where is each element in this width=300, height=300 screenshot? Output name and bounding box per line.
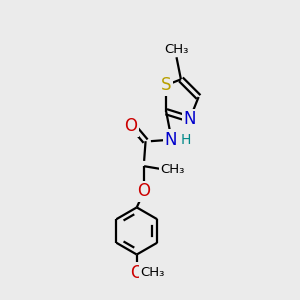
Text: CH₃: CH₃ xyxy=(160,163,185,176)
Text: O: O xyxy=(124,117,137,135)
Text: CH₃: CH₃ xyxy=(164,43,189,56)
Text: O: O xyxy=(138,182,151,200)
Text: CH₃: CH₃ xyxy=(140,266,164,279)
Text: O: O xyxy=(130,264,143,282)
Text: N: N xyxy=(184,110,196,128)
Text: H: H xyxy=(181,133,191,147)
Text: N: N xyxy=(164,131,177,149)
Text: S: S xyxy=(161,76,171,94)
